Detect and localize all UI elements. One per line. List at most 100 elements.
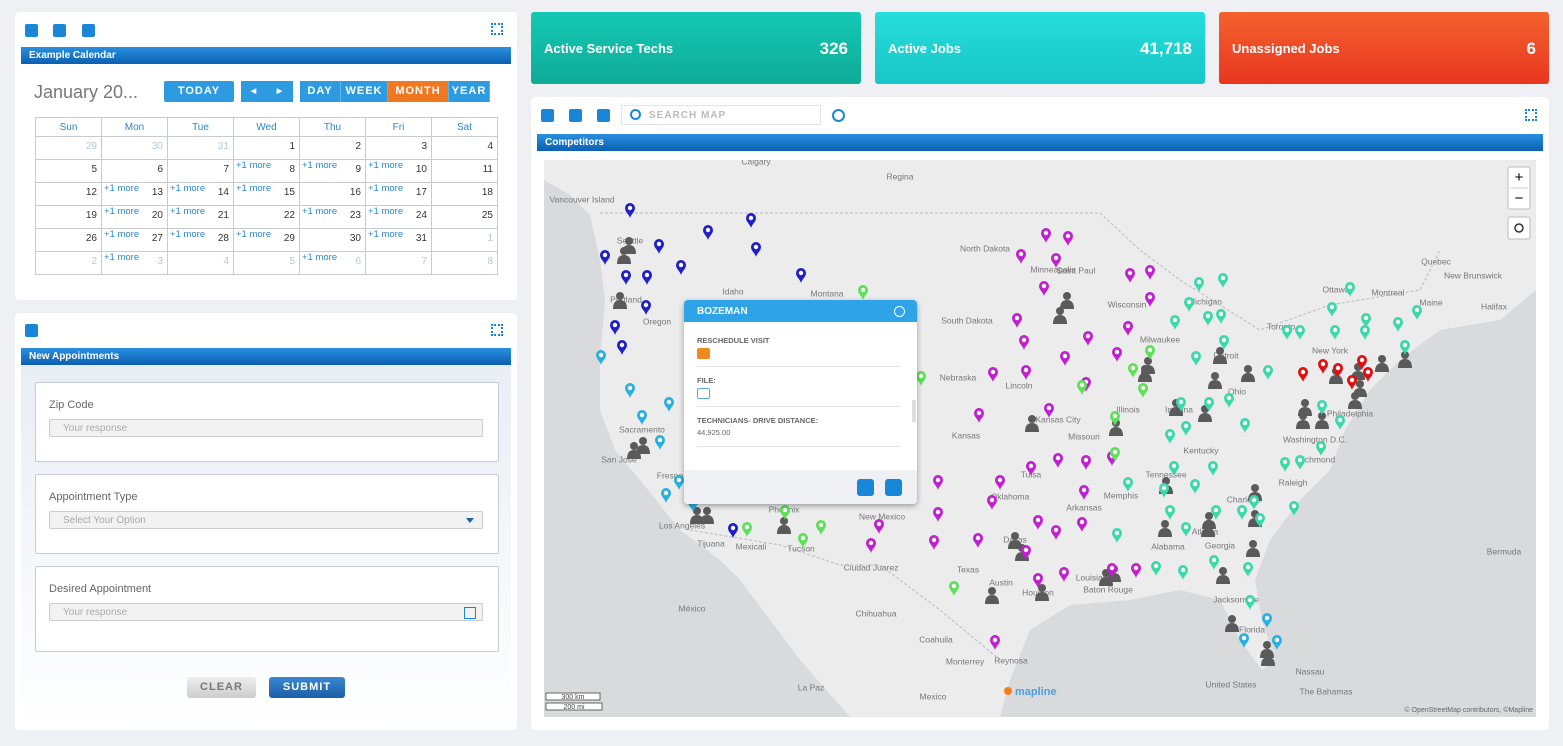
location-pin[interactable] [987,495,997,510]
day-cell[interactable]: 15 +1 more [233,182,300,206]
location-pin[interactable] [642,270,652,285]
day-cell[interactable]: 28 +1 more [167,228,234,252]
location-pin[interactable] [1060,351,1070,366]
location-pin[interactable] [1245,595,1255,610]
expand-icon[interactable] [1525,109,1537,121]
directions-button[interactable] [857,479,874,496]
location-pin[interactable] [1219,335,1229,350]
toolbar-icon[interactable] [541,109,554,122]
more-link[interactable]: +1 more [368,183,404,194]
location-pin[interactable] [1327,302,1337,317]
location-pin[interactable] [1110,411,1120,426]
search-box[interactable]: SEARCH MAP [621,105,821,125]
day-cell[interactable]: 31 +1 more [365,228,432,252]
toolbar-icon[interactable] [569,109,582,122]
location-pin[interactable] [1330,325,1340,340]
location-pin[interactable] [1081,455,1091,470]
location-pin[interactable] [1316,441,1326,456]
location-pin[interactable] [1249,495,1259,510]
day-cell[interactable]: 5 [35,159,102,183]
location-pin[interactable] [1347,375,1357,390]
more-link[interactable]: +1 more [302,160,338,171]
locate-button[interactable] [1507,216,1531,240]
location-pin[interactable] [1079,485,1089,500]
location-pin[interactable] [1051,253,1061,268]
location-pin[interactable] [1051,525,1061,540]
location-pin[interactable] [1012,313,1022,328]
technician-marker[interactable] [1246,540,1260,557]
location-pin[interactable] [1159,483,1169,498]
location-pin[interactable] [610,320,620,335]
clear-button[interactable]: CLEAR [187,677,256,698]
more-link[interactable]: +1 more [170,206,206,217]
location-pin[interactable] [1361,313,1371,328]
location-pin[interactable] [1262,613,1272,628]
location-pin[interactable] [617,340,627,355]
technician-marker[interactable] [1035,584,1049,601]
day-cell[interactable]: 19 [35,205,102,229]
location-pin[interactable] [973,533,983,548]
technician-marker[interactable] [1353,380,1367,397]
technician-marker[interactable] [1025,415,1039,432]
navigate-button[interactable] [885,479,902,496]
day-cell[interactable]: 23 +1 more [299,205,366,229]
location-pin[interactable] [916,371,926,386]
day-cell[interactable]: 3 [365,136,432,160]
location-pin[interactable] [1053,453,1063,468]
location-pin[interactable] [1110,447,1120,462]
view-button[interactable]: DAY [300,81,341,102]
location-pin[interactable] [1083,331,1093,346]
location-pin[interactable] [1176,397,1186,412]
day-cell[interactable]: 29 [35,136,102,160]
location-pin[interactable] [674,475,684,490]
day-cell[interactable]: 8 +1 more [233,159,300,183]
location-pin[interactable] [949,581,959,596]
day-cell[interactable]: 29 +1 more [233,228,300,252]
location-pin[interactable] [1165,429,1175,444]
location-pin[interactable] [1123,321,1133,336]
technician-marker[interactable] [985,587,999,604]
toolbar-icon[interactable] [597,109,610,122]
location-pin[interactable] [1208,461,1218,476]
technician-marker[interactable] [700,507,714,524]
day-cell[interactable]: 1 [431,228,498,252]
day-cell[interactable]: 5 [233,251,300,275]
day-cell[interactable]: 20 +1 more [101,205,168,229]
location-pin[interactable] [1033,515,1043,530]
location-pin[interactable] [1033,573,1043,588]
location-pin[interactable] [1263,365,1273,380]
location-pin[interactable] [1203,311,1213,326]
location-pin[interactable] [1216,309,1226,324]
location-pin[interactable] [974,408,984,423]
location-pin[interactable] [655,435,665,450]
technician-marker[interactable] [1138,365,1152,382]
location-pin[interactable] [1318,359,1328,374]
location-pin[interactable] [1112,528,1122,543]
day-cell[interactable]: 3 +1 more [101,251,168,275]
more-link[interactable]: +1 more [170,229,206,240]
more-link[interactable]: +1 more [104,229,140,240]
location-pin[interactable] [1063,231,1073,246]
location-pin[interactable] [1224,393,1234,408]
submit-button[interactable]: SUBMIT [269,677,345,698]
day-cell[interactable]: 6 [101,159,168,183]
technician-marker[interactable] [1213,347,1227,364]
day-cell[interactable]: 18 [431,182,498,206]
location-pin[interactable] [866,538,876,553]
technician-marker[interactable] [777,517,791,534]
location-pin[interactable] [816,520,826,535]
location-pin[interactable] [676,260,686,275]
day-cell[interactable]: 2 [35,251,102,275]
location-pin[interactable] [995,475,1005,490]
toolbar-icon[interactable] [25,324,38,337]
technician-marker[interactable] [1060,292,1074,309]
location-pin[interactable] [933,475,943,490]
zoom-out[interactable]: − [1515,190,1524,207]
location-pin[interactable] [1243,562,1253,577]
location-pin[interactable] [929,535,939,550]
location-pin[interactable] [1151,561,1161,576]
day-cell[interactable]: 30 [101,136,168,160]
location-pin[interactable] [1400,340,1410,355]
technician-marker[interactable] [1216,567,1230,584]
technician-marker[interactable] [1208,372,1222,389]
